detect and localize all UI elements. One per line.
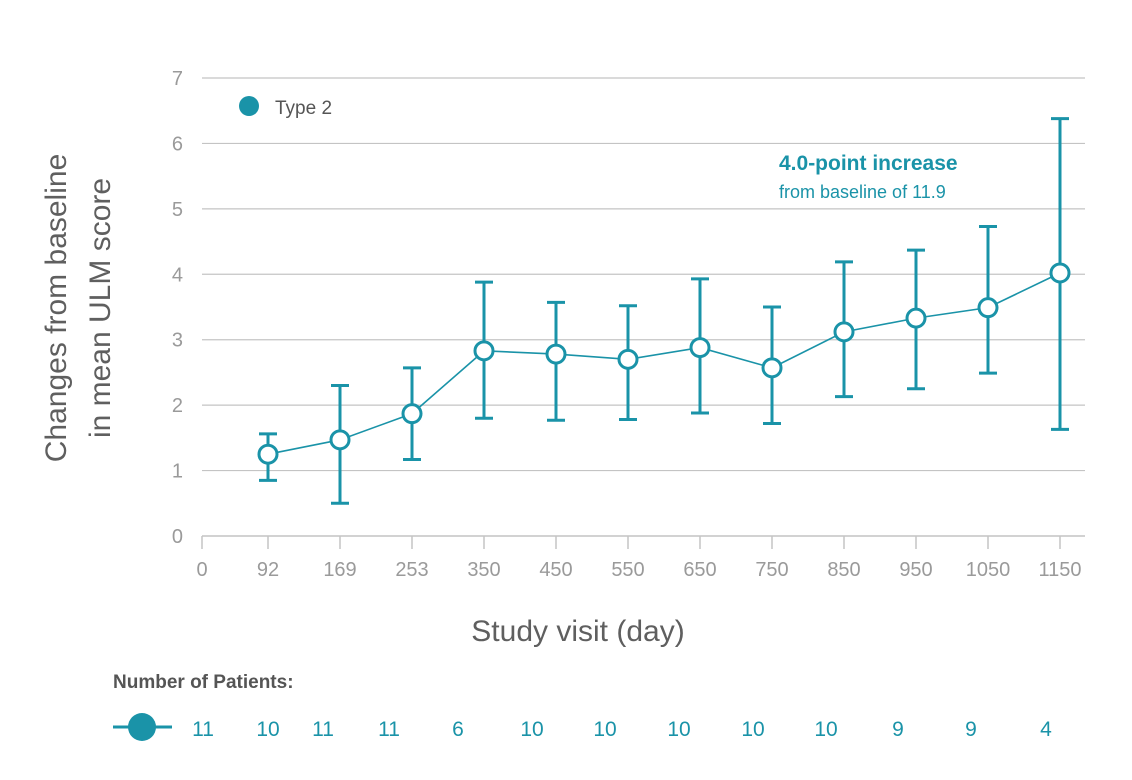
data-point [1049, 262, 1071, 284]
x-tick-label: 550 [611, 559, 644, 581]
y-tick-label: 2 [172, 395, 183, 417]
patient-count: 10 [593, 718, 616, 741]
x-tick-label: 650 [683, 559, 716, 581]
legend-label: Type 2 [275, 98, 332, 119]
gridlines [202, 77, 1085, 472]
data-point [689, 337, 711, 359]
data-point [977, 297, 999, 319]
data-point [257, 443, 279, 465]
y-axis-title-line-1: Changes from baseline [40, 154, 73, 463]
y-tick-label: 0 [172, 526, 183, 548]
patient-count: 10 [667, 718, 690, 741]
patient-count: 9 [965, 718, 977, 741]
x-tick-label: 850 [827, 559, 860, 581]
patient-count: 11 [192, 718, 214, 741]
patient-count: 10 [741, 718, 764, 741]
x-axis-title: Study visit (day) [471, 615, 684, 648]
y-tick-label: 3 [172, 330, 183, 352]
legend-marker-icon [239, 96, 259, 116]
patient-count: 4 [1040, 718, 1052, 741]
x-tick-label: 1150 [1038, 559, 1081, 581]
y-tick-label: 6 [172, 133, 183, 155]
x-tick-label: 450 [539, 559, 572, 581]
patient-count: 9 [892, 718, 904, 741]
y-tick-label: 1 [172, 461, 183, 483]
x-tick-label: 750 [755, 559, 788, 581]
y-tick-label: 5 [172, 199, 183, 221]
patient-count: 11 [378, 718, 400, 741]
annotation-title: 4.0-point increase [779, 152, 958, 175]
x-tick-label: 92 [257, 559, 279, 581]
data-point [833, 321, 855, 343]
x-tick-label: 169 [323, 559, 356, 581]
patients-marker-icon [113, 713, 172, 741]
y-tick-label: 4 [172, 264, 183, 286]
data-point [905, 307, 927, 329]
data-point [761, 357, 783, 379]
patient-count: 11 [312, 718, 334, 741]
patient-count: 10 [520, 718, 543, 741]
data-point [401, 403, 423, 425]
series-line [267, 272, 1061, 455]
patient-count: 10 [256, 718, 279, 741]
y-axis-title-line-2: in mean ULM score [84, 178, 117, 438]
data-point [329, 429, 351, 451]
x-tick-label: 950 [899, 559, 932, 581]
annotation-subtitle: from baseline of 11.9 [779, 182, 946, 202]
data-point [545, 343, 567, 365]
data-point [473, 340, 495, 362]
data-point [617, 348, 639, 370]
x-tick-label: 0 [196, 559, 207, 581]
annotation: 4.0-point increase from baseline of 11.9 [779, 152, 958, 202]
x-tick-label: 253 [395, 559, 428, 581]
patients-title: Number of Patients: [113, 672, 294, 693]
legend: Type 2 [239, 96, 332, 119]
x-tick-label: 1050 [966, 559, 1011, 581]
axes: 0 1 2 3 4 5 6 7 0 92 169 253 350 450 550 650 750 850 950 10… [172, 68, 1085, 581]
patient-count: 6 [452, 718, 464, 741]
patients-row: 11 10 11 11 6 10 10 10 10 10 9 9 4 [192, 718, 1052, 741]
patient-count: 10 [814, 718, 837, 741]
y-tick-label: 7 [172, 68, 183, 90]
x-tick-label: 350 [467, 559, 500, 581]
series-type-2 [257, 117, 1071, 505]
